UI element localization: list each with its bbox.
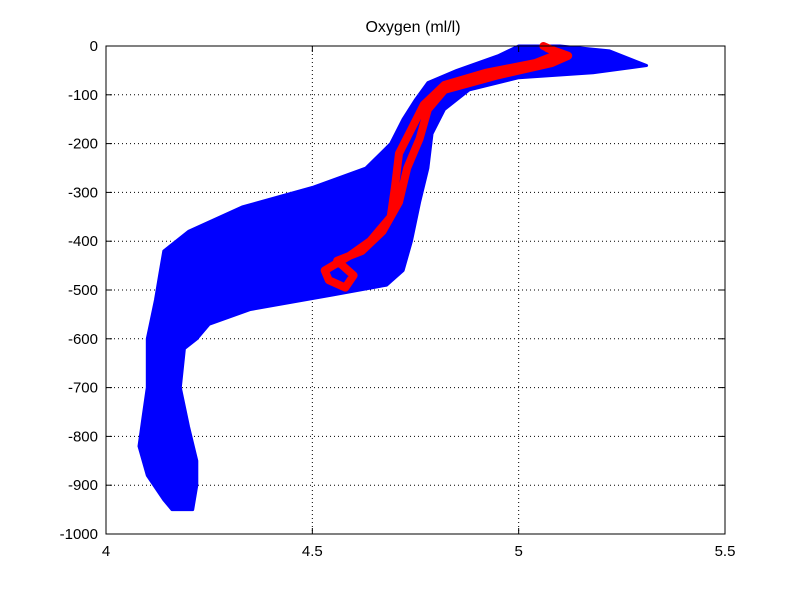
y-tick-label: 0 <box>90 38 98 55</box>
x-tick-label: 5.5 <box>715 543 736 560</box>
series-layer <box>137 42 649 512</box>
y-tick-label: -900 <box>68 477 98 494</box>
y-tick-label: -700 <box>68 380 98 397</box>
tick-layer <box>105 45 726 535</box>
y-tick-labels: 0 -100 -200 -300 -400 -500 -600 -700 -800 -900 -10… <box>60 38 98 543</box>
blue-profile-envelope <box>137 44 649 512</box>
y-tick-label: -200 <box>68 136 98 153</box>
y-tick-label: -300 <box>68 184 98 201</box>
y-tick-label: -400 <box>68 233 98 250</box>
y-tick-label: -600 <box>68 331 98 348</box>
y-tick-label: -1000 <box>60 526 98 543</box>
x-tick-labels: 4 4.5 5 5.5 <box>102 543 736 560</box>
x-tick-label: 4.5 <box>302 543 323 560</box>
chart-title: Oxygen (ml/l) <box>365 19 460 36</box>
x-tick-label: 4 <box>102 543 110 560</box>
y-tick-label: -800 <box>68 428 98 445</box>
y-tick-label: -100 <box>68 87 98 104</box>
red-profile-line <box>320 42 573 292</box>
y-tick-label: -500 <box>68 282 98 299</box>
x-tick-label: 5 <box>514 543 522 560</box>
